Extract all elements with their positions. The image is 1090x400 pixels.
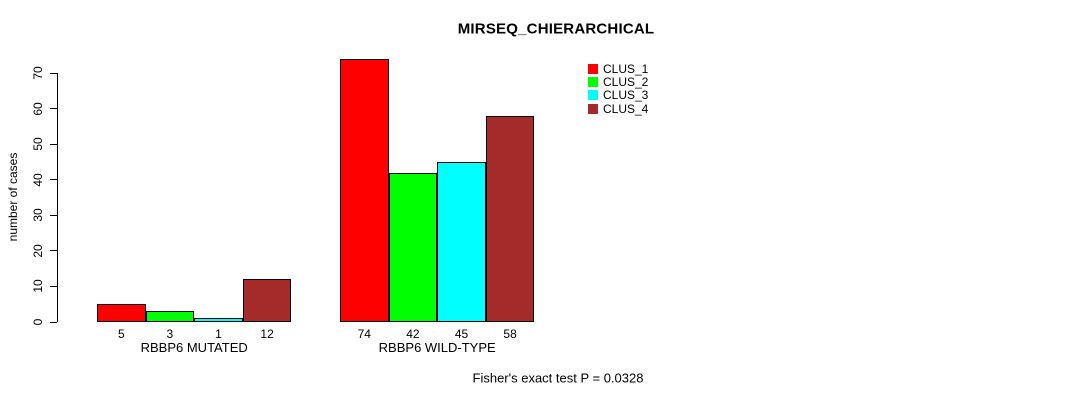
bar-clus_2-rbbp6-mutated (146, 311, 194, 322)
y-tick-label: 20 (31, 244, 45, 258)
legend-item: CLUS_2 (588, 75, 648, 88)
bar-clus_1-rbbp6-mutated (97, 304, 146, 322)
bar-value-label: 3 (166, 327, 174, 341)
y-axis-line (57, 73, 58, 322)
bar-clus_3-rbbp6-mutated (194, 318, 243, 322)
x-category-label: RBBP6 MUTATED (140, 340, 248, 355)
y-tick-label: 0 (31, 318, 45, 326)
y-tick-label: 50 (31, 137, 45, 151)
bar-value-label: 45 (454, 327, 469, 341)
legend-swatch (588, 90, 598, 101)
fisher-test-annotation: Fisher's exact test P = 0.0328 (472, 370, 644, 386)
legend-label: CLUS_3 (603, 88, 649, 103)
legend: CLUS_1 CLUS_2 CLUS_3 CLUS_4 (588, 62, 648, 115)
legend-item: CLUS_3 (588, 89, 648, 102)
bar-clus_2-rbbp6-wild-type (389, 173, 437, 322)
bar-value-label: 74 (357, 327, 371, 341)
bar-value-label: 5 (117, 327, 125, 341)
bar-value-label: 12 (260, 327, 274, 341)
bar-clus_4-rbbp6-mutated (243, 279, 291, 322)
bar-clus_3-rbbp6-wild-type (437, 162, 486, 322)
legend-swatch (588, 63, 598, 74)
y-tick-mark (50, 250, 57, 252)
bar-value-label: 1 (215, 327, 222, 341)
chart-title: MIRSEQ_CHIERARCHICAL (457, 20, 655, 38)
y-tick-mark (50, 321, 57, 323)
y-tick-mark (50, 285, 57, 287)
y-tick-mark (50, 143, 57, 145)
y-tick-label: 70 (31, 66, 45, 80)
legend-label: CLUS_1 (603, 61, 649, 76)
y-tick-label: 10 (31, 279, 45, 294)
legend-swatch (588, 76, 598, 87)
bar-value-label: 58 (503, 327, 517, 341)
bar-clus_4-rbbp6-wild-type (486, 116, 534, 322)
legend-item: CLUS_1 (588, 62, 648, 75)
x-category-label: RBBP6 WILD-TYPE (378, 340, 496, 355)
bar-clus_1-rbbp6-wild-type (340, 59, 389, 322)
y-axis-label: number of cases (6, 152, 20, 242)
bar-value-label: 42 (406, 327, 420, 341)
legend-label: CLUS_2 (603, 74, 649, 89)
y-tick-label: 60 (31, 101, 45, 116)
y-tick-mark (50, 108, 57, 110)
legend-item: CLUS_4 (588, 102, 648, 115)
y-tick-label: 40 (31, 173, 45, 187)
y-tick-mark (50, 214, 57, 216)
y-tick-mark (50, 72, 57, 74)
y-tick-mark (50, 179, 57, 181)
legend-swatch (588, 103, 598, 114)
legend-label: CLUS_4 (603, 101, 649, 116)
y-tick-label: 30 (31, 208, 45, 222)
